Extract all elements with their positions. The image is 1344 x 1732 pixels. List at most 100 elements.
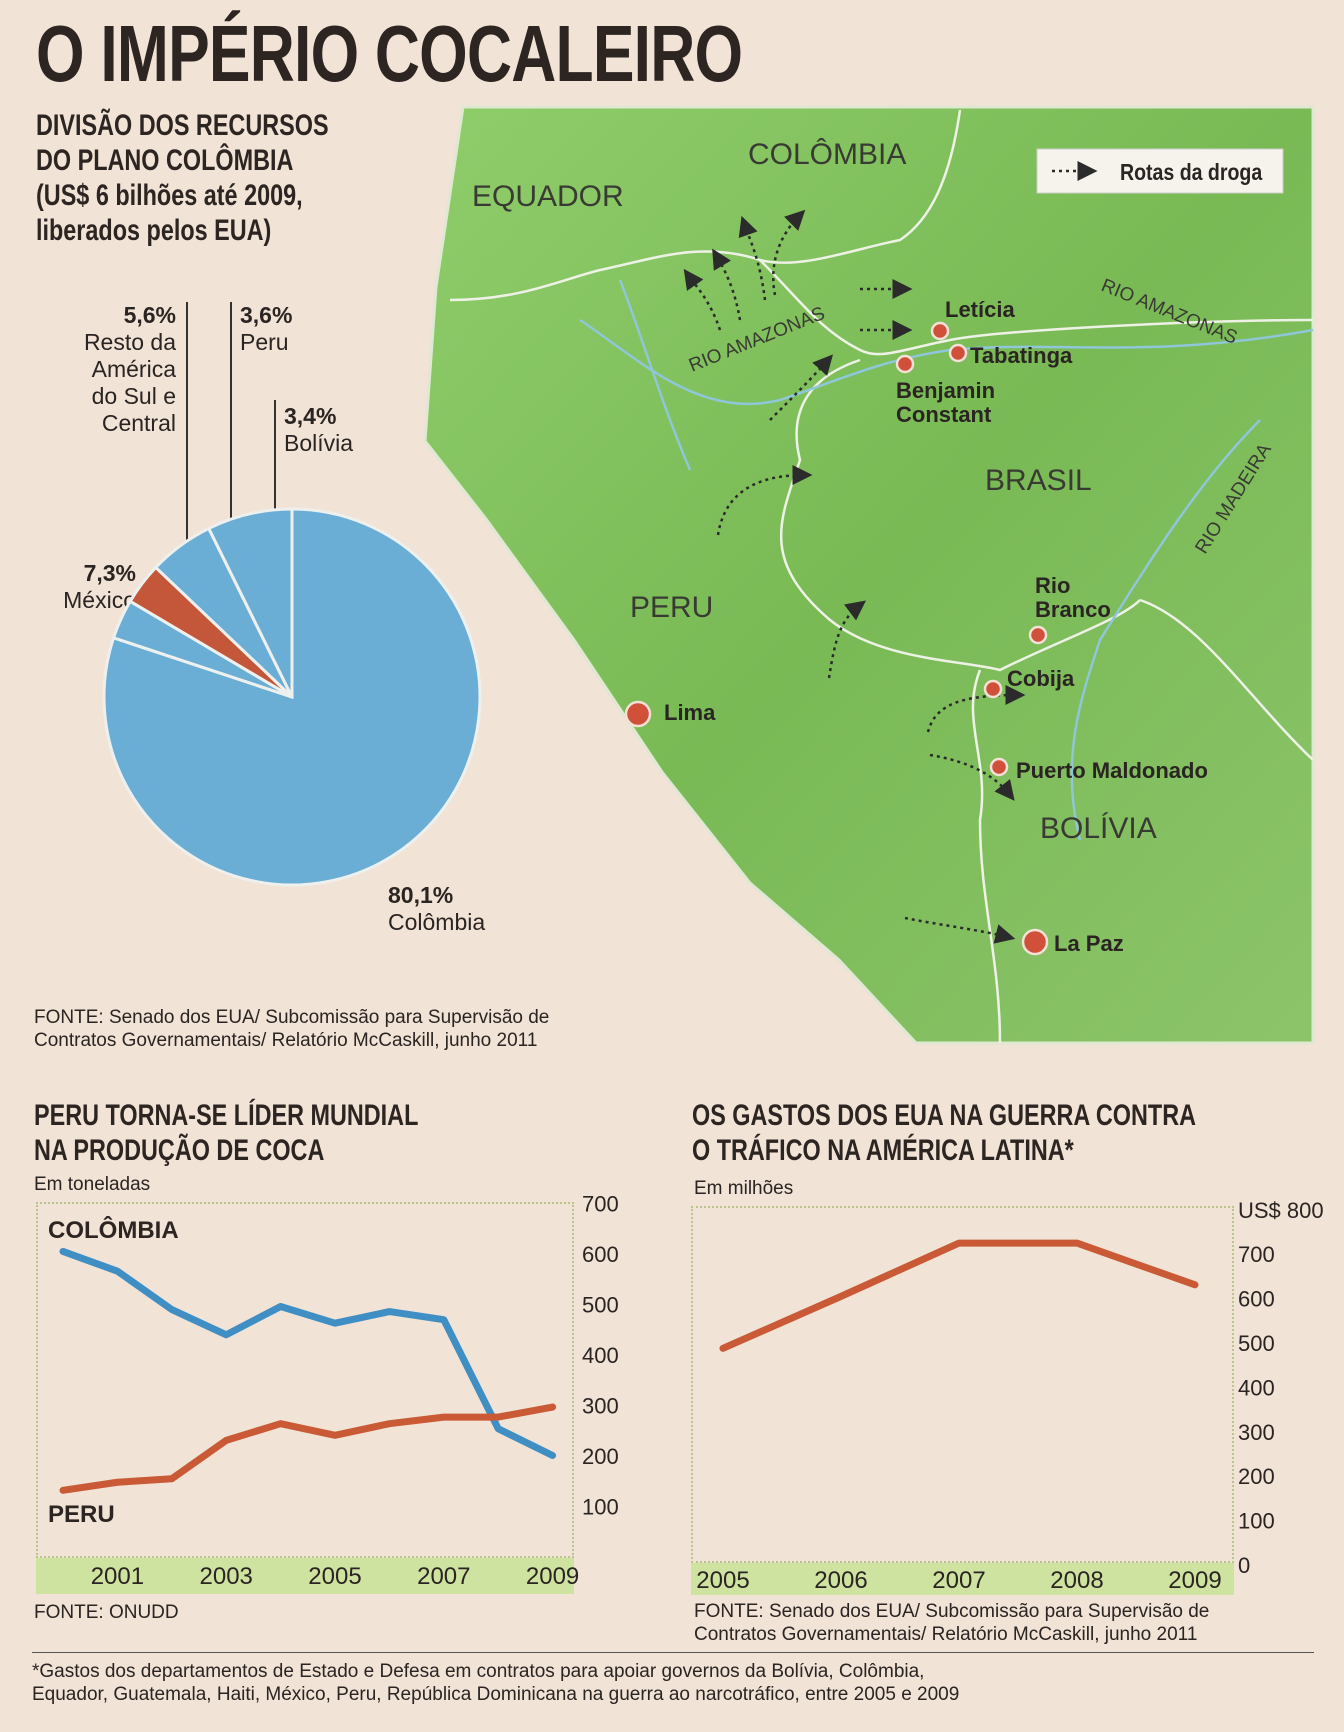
city-dot bbox=[1028, 625, 1048, 645]
city-label: Letícia bbox=[945, 297, 1015, 322]
divider bbox=[32, 1652, 1314, 1653]
y-tick-label: 200 bbox=[582, 1444, 619, 1469]
series-label-colombia: COLÔMBIA bbox=[48, 1216, 179, 1244]
heading-line: O TRÁFICO NA AMÉRICA LATINA* bbox=[692, 1134, 1074, 1167]
source-line: Contratos Governamentais/ Relatório McCa… bbox=[694, 1624, 1198, 1645]
x-tick-label: 2001 bbox=[91, 1563, 144, 1590]
map: Rotas da droga COLÔMBIA EQUADOR BRASIL P… bbox=[423, 105, 1315, 1045]
plot-frame bbox=[691, 1206, 1234, 1563]
city-dot bbox=[989, 757, 1009, 777]
x-tick-label: 2005 bbox=[696, 1567, 749, 1594]
source-line: FONTE: Senado dos EUA/ Subcomissão para … bbox=[694, 1601, 1210, 1622]
y-tick-label: 0 bbox=[1238, 1553, 1250, 1578]
city-label: Branco bbox=[1035, 597, 1111, 622]
route-arrow bbox=[772, 209, 806, 296]
y-tick-label: 100 bbox=[582, 1495, 619, 1520]
route-arrow bbox=[716, 465, 813, 536]
source-line: Contratos Governamentais/ Relatório McCa… bbox=[34, 1030, 538, 1051]
leader-line bbox=[230, 302, 232, 532]
y-tick-label: 600 bbox=[582, 1242, 619, 1267]
city-label: Cobija bbox=[1007, 666, 1075, 691]
series-line-gastos bbox=[719, 1239, 1199, 1352]
series-line-peru bbox=[59, 1403, 557, 1494]
label: Bolívia bbox=[284, 430, 354, 456]
x-tick-label: 2006 bbox=[814, 1567, 867, 1594]
pie-label-mexico: 7,3% México bbox=[56, 560, 136, 614]
route-arrow bbox=[769, 354, 834, 421]
map-land bbox=[423, 105, 1315, 1045]
city-label: Constant bbox=[896, 402, 992, 427]
y-tick-label: 300 bbox=[1238, 1420, 1275, 1445]
city-dot bbox=[624, 700, 652, 728]
x-tick-label: 2009 bbox=[1168, 1567, 1221, 1594]
label: Resto da América do Sul e Central bbox=[83, 329, 176, 436]
leader-line bbox=[274, 400, 276, 525]
heading-line: PERU TORNA-SE LÍDER MUNDIAL bbox=[34, 1099, 419, 1132]
y-tick-label: 700 bbox=[1238, 1242, 1275, 1267]
pie-label-resto: 5,6% Resto da América do Sul e Central bbox=[80, 302, 176, 437]
footnote: *Gastos dos departamentos de Estado e De… bbox=[32, 1660, 959, 1706]
leader-line bbox=[186, 302, 188, 562]
y-tick-label: 400 bbox=[1238, 1375, 1275, 1400]
chart1-source: FONTE: ONUDD bbox=[34, 1602, 179, 1623]
city-dot bbox=[930, 321, 950, 341]
chart2-source: FONTE: Senado dos EUA/ Subcomissão para … bbox=[694, 1600, 1209, 1646]
pct: 7,3% bbox=[83, 560, 136, 586]
legend-box: Rotas da droga bbox=[1036, 148, 1284, 194]
city-markers bbox=[624, 321, 1049, 956]
city-label: Puerto Maldonado bbox=[1016, 758, 1208, 783]
y-tick-label: 500 bbox=[1238, 1331, 1275, 1356]
x-axis-band bbox=[36, 1558, 574, 1594]
pct: 5,6% bbox=[123, 302, 176, 328]
city-label: Rio bbox=[1035, 573, 1070, 598]
city-labels: Letícia Tabatinga Benjamin Constant Rio … bbox=[664, 297, 1208, 956]
plot-frame bbox=[36, 1202, 574, 1558]
label: Colômbia bbox=[388, 909, 486, 935]
country-label: BRASIL bbox=[985, 464, 1092, 497]
line-charts: 100 200 300 400 500 600 700 2001 2003 2005 2007 200… bbox=[48, 1192, 1324, 1595]
heading-line: OS GASTOS DOS EUA NA GUERRA CONTRA bbox=[692, 1099, 1197, 1132]
city-label: Tabatinga bbox=[970, 343, 1073, 368]
page-title: O IMPÉRIO COCALEIRO bbox=[36, 9, 743, 98]
footnote-line: *Gastos dos departamentos de Estado e De… bbox=[32, 1661, 925, 1682]
country-label: BOLÍVIA bbox=[1040, 812, 1157, 845]
heading-line: NA PRODUÇÃO DE COCA bbox=[34, 1134, 325, 1167]
chart1-heading: PERU TORNA-SE LÍDER MUNDIAL NA PRODUÇÃO … bbox=[34, 1098, 418, 1168]
x-axis-band bbox=[691, 1563, 1234, 1595]
country-label: PERU bbox=[630, 591, 713, 624]
city-label: Benjamin bbox=[896, 378, 995, 403]
route-arrow bbox=[929, 753, 1015, 801]
y-tick-label: 100 bbox=[1238, 1509, 1275, 1534]
series-line-colômbia bbox=[59, 1247, 557, 1459]
y-tick-label: 300 bbox=[582, 1394, 619, 1419]
pie-heading: DIVISÃO DOS RECURSOS DO PLANO COLÔMBIA (… bbox=[36, 108, 329, 248]
heading-line: DO PLANO COLÔMBIA bbox=[36, 144, 294, 177]
heading-line: liberados pelos EUA) bbox=[36, 214, 272, 247]
pct: 80,1% bbox=[388, 882, 454, 908]
pct: 3,6% bbox=[240, 302, 293, 328]
heading-line: (US$ 6 bilhões até 2009, bbox=[36, 179, 303, 212]
city-dot bbox=[895, 354, 915, 374]
country-labels: COLÔMBIA EQUADOR BRASIL PERU BOLÍVIA bbox=[472, 137, 1157, 845]
chart1-unit: Em toneladas bbox=[34, 1174, 151, 1195]
y-tick-label: 700 bbox=[582, 1192, 619, 1217]
x-tick-label: 2005 bbox=[308, 1563, 361, 1590]
y-tick-label: 600 bbox=[1238, 1287, 1275, 1312]
city-dot bbox=[1021, 928, 1049, 956]
x-tick-label: 2003 bbox=[200, 1563, 253, 1590]
label: México bbox=[63, 587, 136, 613]
x-tick-label: 2009 bbox=[526, 1563, 579, 1590]
route-arrow bbox=[926, 685, 1026, 733]
borders bbox=[449, 109, 1314, 1044]
pie-label-colombia: 80,1% Colômbia bbox=[388, 882, 485, 936]
pct: 3,4% bbox=[284, 403, 337, 429]
country-label: COLÔMBIA bbox=[748, 137, 906, 171]
heading-line: DIVISÃO DOS RECURSOS bbox=[36, 109, 329, 142]
x-tick-label: 2008 bbox=[1050, 1567, 1103, 1594]
route-arrow bbox=[683, 268, 722, 331]
y-tick-label: 400 bbox=[582, 1343, 619, 1368]
rivers bbox=[579, 279, 1314, 841]
drug-routes bbox=[683, 209, 1026, 944]
x-tick-label: 2007 bbox=[932, 1567, 985, 1594]
city-label: La Paz bbox=[1054, 931, 1124, 956]
